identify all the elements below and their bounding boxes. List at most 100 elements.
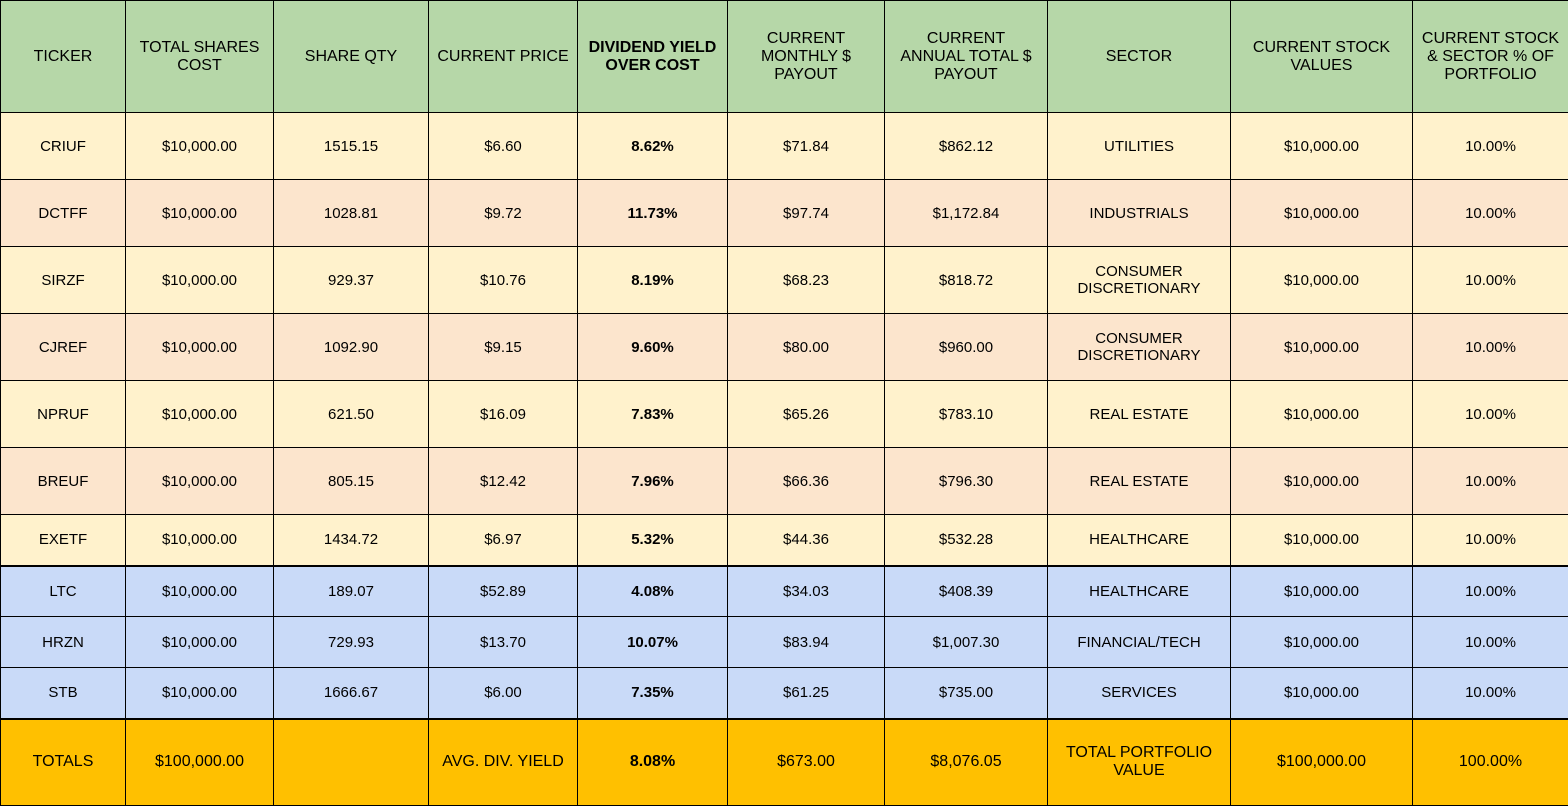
cell-ticker: HRZN: [1, 617, 126, 668]
cell-dividend-yield: 7.83%: [578, 381, 728, 448]
cell-portfolio-pct: 10.00%: [1413, 515, 1568, 566]
totals-annual-payout: $8,076.05: [885, 719, 1048, 806]
cell-monthly-payout: $66.36: [728, 448, 885, 515]
cell-ticker: EXETF: [1, 515, 126, 566]
cell-monthly-payout: $65.26: [728, 381, 885, 448]
cell-sector: REAL ESTATE: [1048, 448, 1231, 515]
column-header-share-qty: SHARE QTY: [274, 1, 429, 113]
cell-current-price: $9.15: [429, 314, 578, 381]
cell-monthly-payout: $44.36: [728, 515, 885, 566]
table-row: CJREF $10,000.00 1092.90 $9.15 9.60% $80…: [1, 314, 1568, 381]
cell-ticker: LTC: [1, 566, 126, 617]
cell-current-price: $10.76: [429, 247, 578, 314]
cell-annual-payout: $408.39: [885, 566, 1048, 617]
cell-current-price: $6.60: [429, 113, 578, 180]
table-row: NPRUF $10,000.00 621.50 $16.09 7.83% $65…: [1, 381, 1568, 448]
cell-total-shares-cost: $10,000.00: [126, 515, 274, 566]
cell-sector: REAL ESTATE: [1048, 381, 1231, 448]
cell-portfolio-pct: 10.00%: [1413, 566, 1568, 617]
totals-stock-value: $100,000.00: [1231, 719, 1413, 806]
cell-monthly-payout: $34.03: [728, 566, 885, 617]
column-header-dividend-yield-over-cost: DIVIDEND YIELD OVER COST: [578, 1, 728, 113]
column-header-total-shares-cost: TOTAL SHARES COST: [126, 1, 274, 113]
totals-portfolio-pct: 100.00%: [1413, 719, 1568, 806]
cell-dividend-yield: 10.07%: [578, 617, 728, 668]
column-header-current-stock-values: CURRENT STOCK VALUES: [1231, 1, 1413, 113]
cell-stock-value: $10,000.00: [1231, 566, 1413, 617]
column-header-portfolio-percent: CURRENT STOCK & SECTOR % OF PORTFOLIO: [1413, 1, 1568, 113]
header-row: TICKER TOTAL SHARES COST SHARE QTY CURRE…: [1, 1, 1568, 113]
cell-current-price: $9.72: [429, 180, 578, 247]
cell-total-shares-cost: $10,000.00: [126, 113, 274, 180]
cell-ticker: STB: [1, 668, 126, 719]
cell-dividend-yield: 4.08%: [578, 566, 728, 617]
cell-share-qty: 729.93: [274, 617, 429, 668]
cell-share-qty: 929.37: [274, 247, 429, 314]
cell-sector: UTILITIES: [1048, 113, 1231, 180]
table-row: DCTFF $10,000.00 1028.81 $9.72 11.73% $9…: [1, 180, 1568, 247]
cell-share-qty: 1028.81: [274, 180, 429, 247]
cell-current-price: $6.00: [429, 668, 578, 719]
cell-total-shares-cost: $10,000.00: [126, 180, 274, 247]
table-row: SIRZF $10,000.00 929.37 $10.76 8.19% $68…: [1, 247, 1568, 314]
cell-monthly-payout: $97.74: [728, 180, 885, 247]
cell-share-qty: 1666.67: [274, 668, 429, 719]
cell-stock-value: $10,000.00: [1231, 515, 1413, 566]
cell-annual-payout: $862.12: [885, 113, 1048, 180]
cell-total-shares-cost: $10,000.00: [126, 247, 274, 314]
cell-monthly-payout: $71.84: [728, 113, 885, 180]
cell-stock-value: $10,000.00: [1231, 180, 1413, 247]
cell-share-qty: 1434.72: [274, 515, 429, 566]
cell-annual-payout: $735.00: [885, 668, 1048, 719]
cell-stock-value: $10,000.00: [1231, 314, 1413, 381]
cell-stock-value: $10,000.00: [1231, 247, 1413, 314]
totals-label: TOTALS: [1, 719, 126, 806]
cell-stock-value: $10,000.00: [1231, 113, 1413, 180]
cell-portfolio-pct: 10.00%: [1413, 381, 1568, 448]
cell-annual-payout: $532.28: [885, 515, 1048, 566]
cell-annual-payout: $783.10: [885, 381, 1048, 448]
cell-ticker: SIRZF: [1, 247, 126, 314]
cell-share-qty: 189.07: [274, 566, 429, 617]
avg-div-yield-label: AVG. DIV. YIELD: [429, 719, 578, 806]
cell-stock-value: $10,000.00: [1231, 668, 1413, 719]
column-header-ticker: TICKER: [1, 1, 126, 113]
cell-total-shares-cost: $10,000.00: [126, 566, 274, 617]
cell-monthly-payout: $83.94: [728, 617, 885, 668]
cell-sector: CONSUMER DISCRETIONARY: [1048, 247, 1231, 314]
cell-portfolio-pct: 10.00%: [1413, 314, 1568, 381]
cell-dividend-yield: 7.35%: [578, 668, 728, 719]
cell-current-price: $13.70: [429, 617, 578, 668]
cell-portfolio-pct: 10.00%: [1413, 180, 1568, 247]
cell-current-price: $6.97: [429, 515, 578, 566]
total-portfolio-value-label: TOTAL PORTFOLIO VALUE: [1048, 719, 1231, 806]
cell-stock-value: $10,000.00: [1231, 617, 1413, 668]
cell-portfolio-pct: 10.00%: [1413, 617, 1568, 668]
table-row: CRIUF $10,000.00 1515.15 $6.60 8.62% $71…: [1, 113, 1568, 180]
cell-sector: HEALTHCARE: [1048, 515, 1231, 566]
table-row: LTC $10,000.00 189.07 $52.89 4.08% $34.0…: [1, 566, 1568, 617]
table-row: HRZN $10,000.00 729.93 $13.70 10.07% $83…: [1, 617, 1568, 668]
cell-ticker: BREUF: [1, 448, 126, 515]
cell-stock-value: $10,000.00: [1231, 448, 1413, 515]
cell-portfolio-pct: 10.00%: [1413, 113, 1568, 180]
avg-div-yield-value: 8.08%: [578, 719, 728, 806]
cell-annual-payout: $1,007.30: [885, 617, 1048, 668]
cell-total-shares-cost: $10,000.00: [126, 381, 274, 448]
cell-total-shares-cost: $10,000.00: [126, 314, 274, 381]
cell-monthly-payout: $80.00: [728, 314, 885, 381]
cell-current-price: $16.09: [429, 381, 578, 448]
column-header-sector: SECTOR: [1048, 1, 1231, 113]
totals-monthly-payout: $673.00: [728, 719, 885, 806]
cell-dividend-yield: 7.96%: [578, 448, 728, 515]
cell-total-shares-cost: $10,000.00: [126, 617, 274, 668]
cell-portfolio-pct: 10.00%: [1413, 247, 1568, 314]
cell-share-qty: 1515.15: [274, 113, 429, 180]
cell-monthly-payout: $68.23: [728, 247, 885, 314]
cell-ticker: NPRUF: [1, 381, 126, 448]
cell-share-qty: 621.50: [274, 381, 429, 448]
cell-annual-payout: $818.72: [885, 247, 1048, 314]
totals-shares-cost: $100,000.00: [126, 719, 274, 806]
cell-ticker: DCTFF: [1, 180, 126, 247]
cell-dividend-yield: 5.32%: [578, 515, 728, 566]
